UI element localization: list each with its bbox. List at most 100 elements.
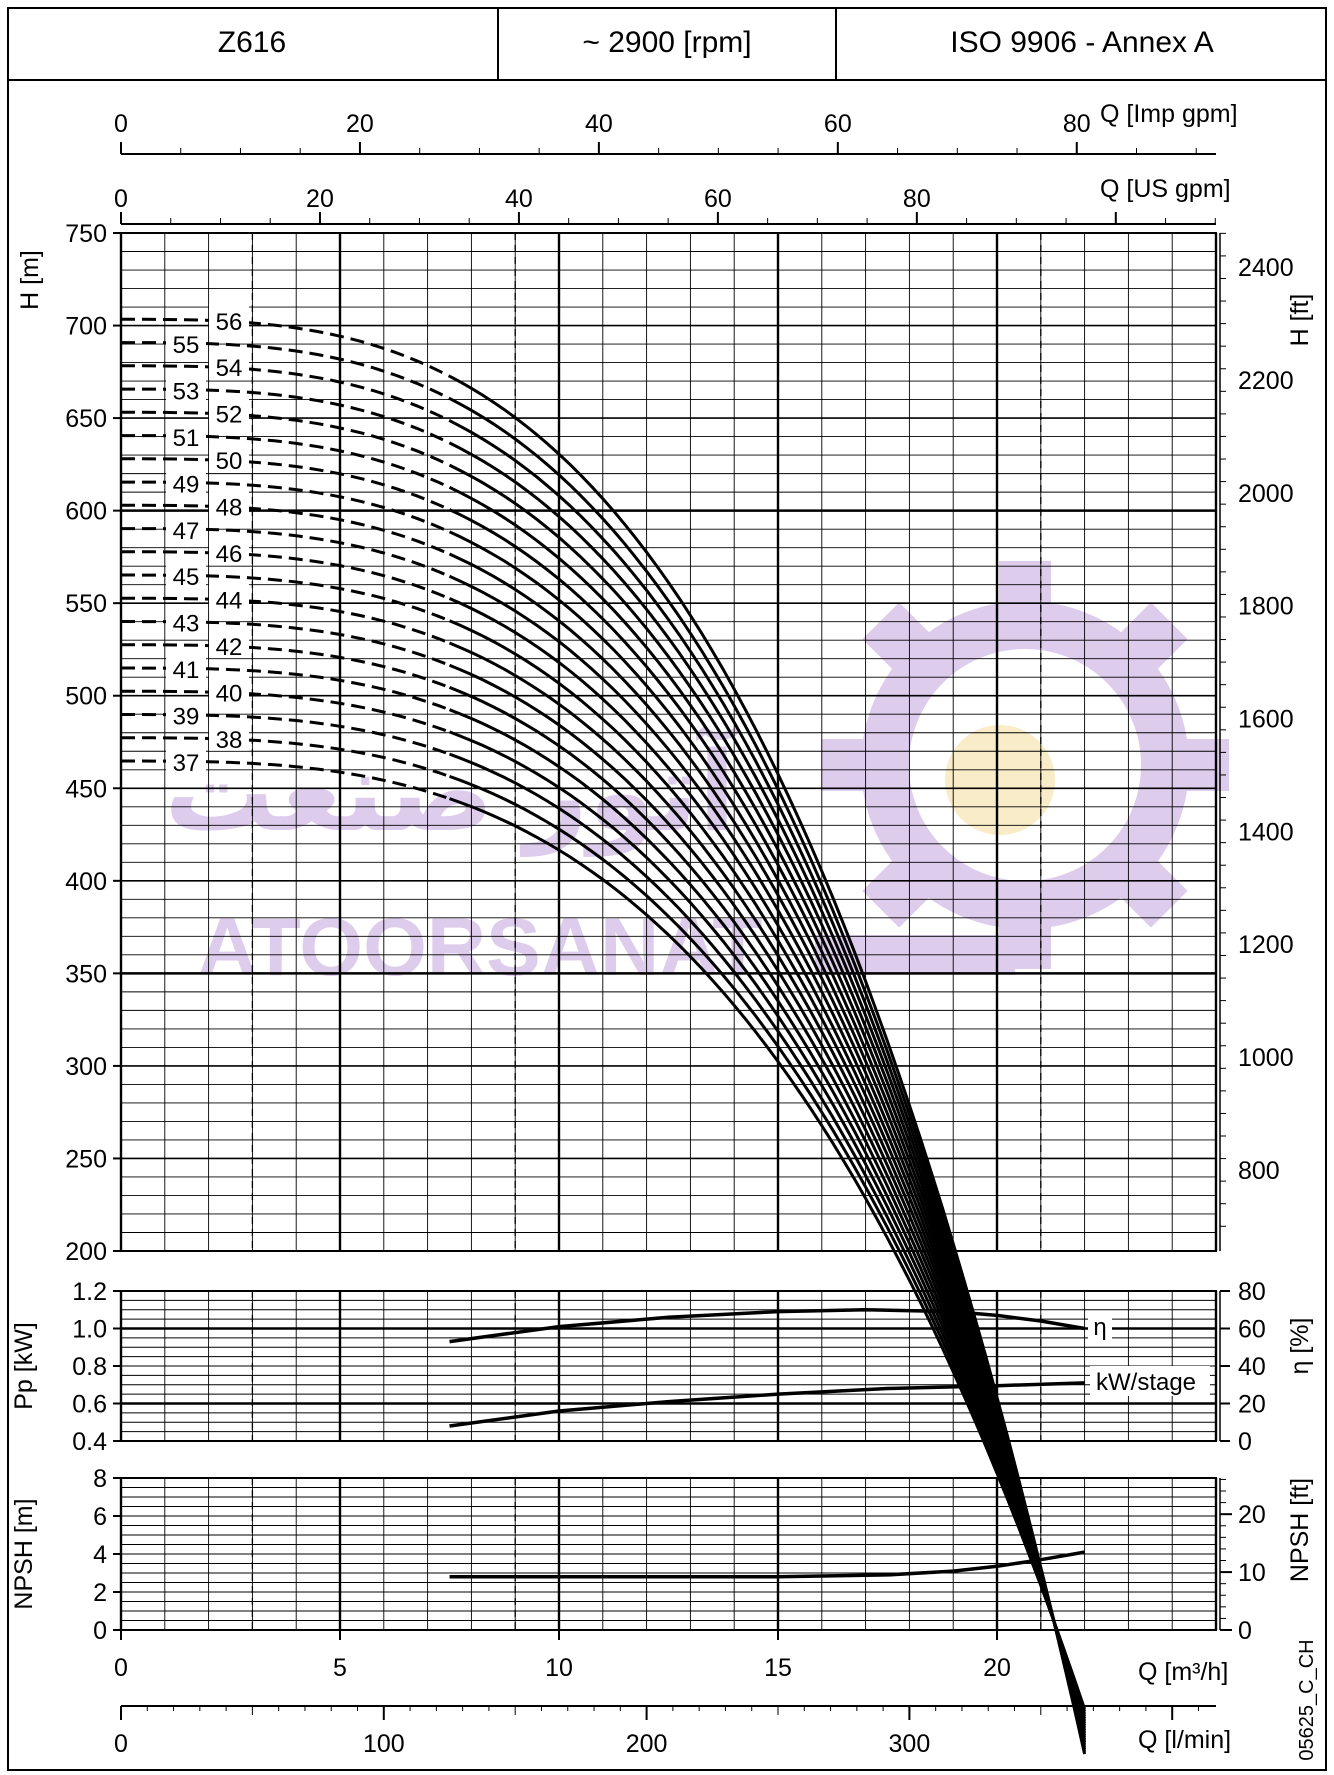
stage-label-bg (209, 444, 249, 473)
stage-label-bg (209, 397, 249, 426)
npsh-y-tick-label: 0 (93, 1617, 107, 1645)
power-y-axis-label: Pp [kW] (10, 1322, 38, 1410)
stage-label-bg (166, 420, 206, 449)
eta-right-tick-label: 0 (1238, 1428, 1252, 1456)
stage-label-41: 41 (173, 657, 200, 684)
head-y-tick-label: 650 (65, 405, 107, 433)
npsh-y-tick-label: 8 (93, 1465, 107, 1493)
watermark-gear-tooth (1114, 602, 1188, 676)
head-curve-48 (448, 552, 1087, 1736)
npsh-y-axis-label: NPSH [m] (10, 1498, 38, 1609)
imp-gpm-axis-label: Q [Imp gpm] (1100, 100, 1238, 128)
q-m3h-tick-label: 15 (764, 1654, 792, 1682)
head-right-tick-label: 2000 (1238, 480, 1294, 508)
watermark-gear-tooth (999, 561, 1051, 613)
speed-cell: ~ 2900 [rpm] (499, 7, 837, 81)
head-curve-53 (448, 441, 1087, 1748)
npsh-right-tick-label: 0 (1238, 1617, 1252, 1645)
watermark-gear-ring (861, 601, 1189, 929)
sheet-frame (7, 7, 1327, 1771)
watermark-text: ATOORSANAT (198, 902, 763, 993)
head-curve-39 (448, 752, 1087, 1715)
stage-label-56: 56 (216, 309, 243, 336)
stage-label-bg (166, 327, 206, 356)
head-right-axis-label: H [ft] (1286, 294, 1314, 347)
head-curve-dashed-44 (121, 596, 451, 645)
watermark-persian-text: آتور صنعت (164, 724, 738, 857)
head-curve-41 (448, 708, 1087, 1719)
stage-label-53: 53 (173, 378, 200, 405)
head-y-tick-label: 550 (65, 590, 107, 618)
head-y-tick-label: 400 (65, 868, 107, 896)
us-gpm-axis-label: Q [US gpm] (1100, 175, 1231, 203)
head-right-tick-label: 1600 (1238, 706, 1294, 734)
watermark-flame-icon (945, 725, 1055, 835)
stage-label-55: 55 (173, 332, 200, 359)
stage-label-40: 40 (216, 680, 243, 707)
head-curve-50 (448, 508, 1087, 1741)
eta-label-bg (1088, 1312, 1112, 1342)
q-m3h-tick-label: 0 (114, 1654, 128, 1682)
head-curve-49 (448, 530, 1087, 1738)
kw-label-bg (1090, 1366, 1210, 1396)
imp-gpm-tick-label: 0 (114, 110, 128, 138)
head-y-tick-label: 700 (65, 313, 107, 341)
model-name: Z616 (7, 7, 499, 81)
stage-label-38: 38 (216, 727, 243, 754)
npsh-right-tick-label: 10 (1238, 1559, 1266, 1587)
eta-right-tick-label: 20 (1238, 1391, 1266, 1419)
watermark-gear-tooth (821, 739, 873, 791)
efficiency-curve (449, 1308, 1085, 1344)
efficiency-label: η (1093, 1314, 1106, 1341)
head-curve-43 (448, 663, 1087, 1724)
stage-label-bg (209, 536, 249, 565)
head-curve-55 (448, 397, 1087, 1753)
power-y-tick-label: 1.0 (72, 1316, 107, 1344)
us-gpm-tick-label: 20 (306, 185, 334, 213)
stage-label-bg (209, 676, 249, 705)
watermark-gear-tooth (862, 854, 936, 928)
stage-label-bg (209, 304, 249, 333)
head-y-tick-label: 250 (65, 1145, 107, 1173)
standard-cell: ISO 9906 - Annex A (837, 7, 1327, 81)
stage-label-37: 37 (173, 750, 200, 777)
head-curve-52 (448, 463, 1087, 1745)
eta-right-tick-label: 80 (1238, 1278, 1266, 1306)
head-right-tick-label: 2200 (1238, 367, 1294, 395)
us-gpm-tick-label: 60 (704, 185, 732, 213)
eta-right-axis-label: η [%] (1286, 1318, 1314, 1375)
head-y-tick-label: 300 (65, 1053, 107, 1081)
head-curve-47 (448, 574, 1087, 1734)
stage-label-39: 39 (173, 704, 200, 731)
stage-label-bg (166, 653, 206, 682)
stage-label-52: 52 (216, 402, 243, 429)
head-curve-dashed-42 (121, 643, 451, 689)
power-curve (449, 1381, 1085, 1428)
stage-label-48: 48 (216, 495, 243, 522)
head-y-tick-label: 750 (65, 220, 107, 248)
watermark-gear-icon (815, 561, 1229, 975)
stage-label-bg (166, 606, 206, 635)
npsh-right-axis-label: NPSH [ft] (1286, 1478, 1314, 1582)
q-m3h-tick-label: 5 (333, 1654, 347, 1682)
npsh-right-tick-label: 20 (1238, 1501, 1266, 1529)
stage-label-bg (166, 745, 206, 774)
stage-label-bg (166, 374, 206, 403)
head-curve-44 (448, 641, 1087, 1727)
q-lmin-tick-label: 300 (889, 1730, 931, 1758)
stage-label-49: 49 (173, 471, 200, 498)
head-right-tick-label: 1000 (1238, 1044, 1294, 1072)
head-y-tick-label: 350 (65, 960, 107, 988)
head-y-tick-label: 450 (65, 775, 107, 803)
stage-label-bg (166, 513, 206, 542)
stage-label-44: 44 (216, 587, 243, 614)
stage-label-bg (209, 490, 249, 519)
power-y-tick-label: 0.4 (72, 1428, 107, 1456)
head-curve-dashed-54 (121, 364, 451, 422)
head-curve-dashed-38 (121, 736, 450, 778)
image-code: 05625_C_CH (1296, 1639, 1318, 1760)
q-lmin-tick-label: 0 (114, 1730, 128, 1758)
stage-label-45: 45 (173, 564, 200, 591)
head-curve-dashed-40 (121, 689, 451, 734)
stage-label-bg (166, 699, 206, 728)
